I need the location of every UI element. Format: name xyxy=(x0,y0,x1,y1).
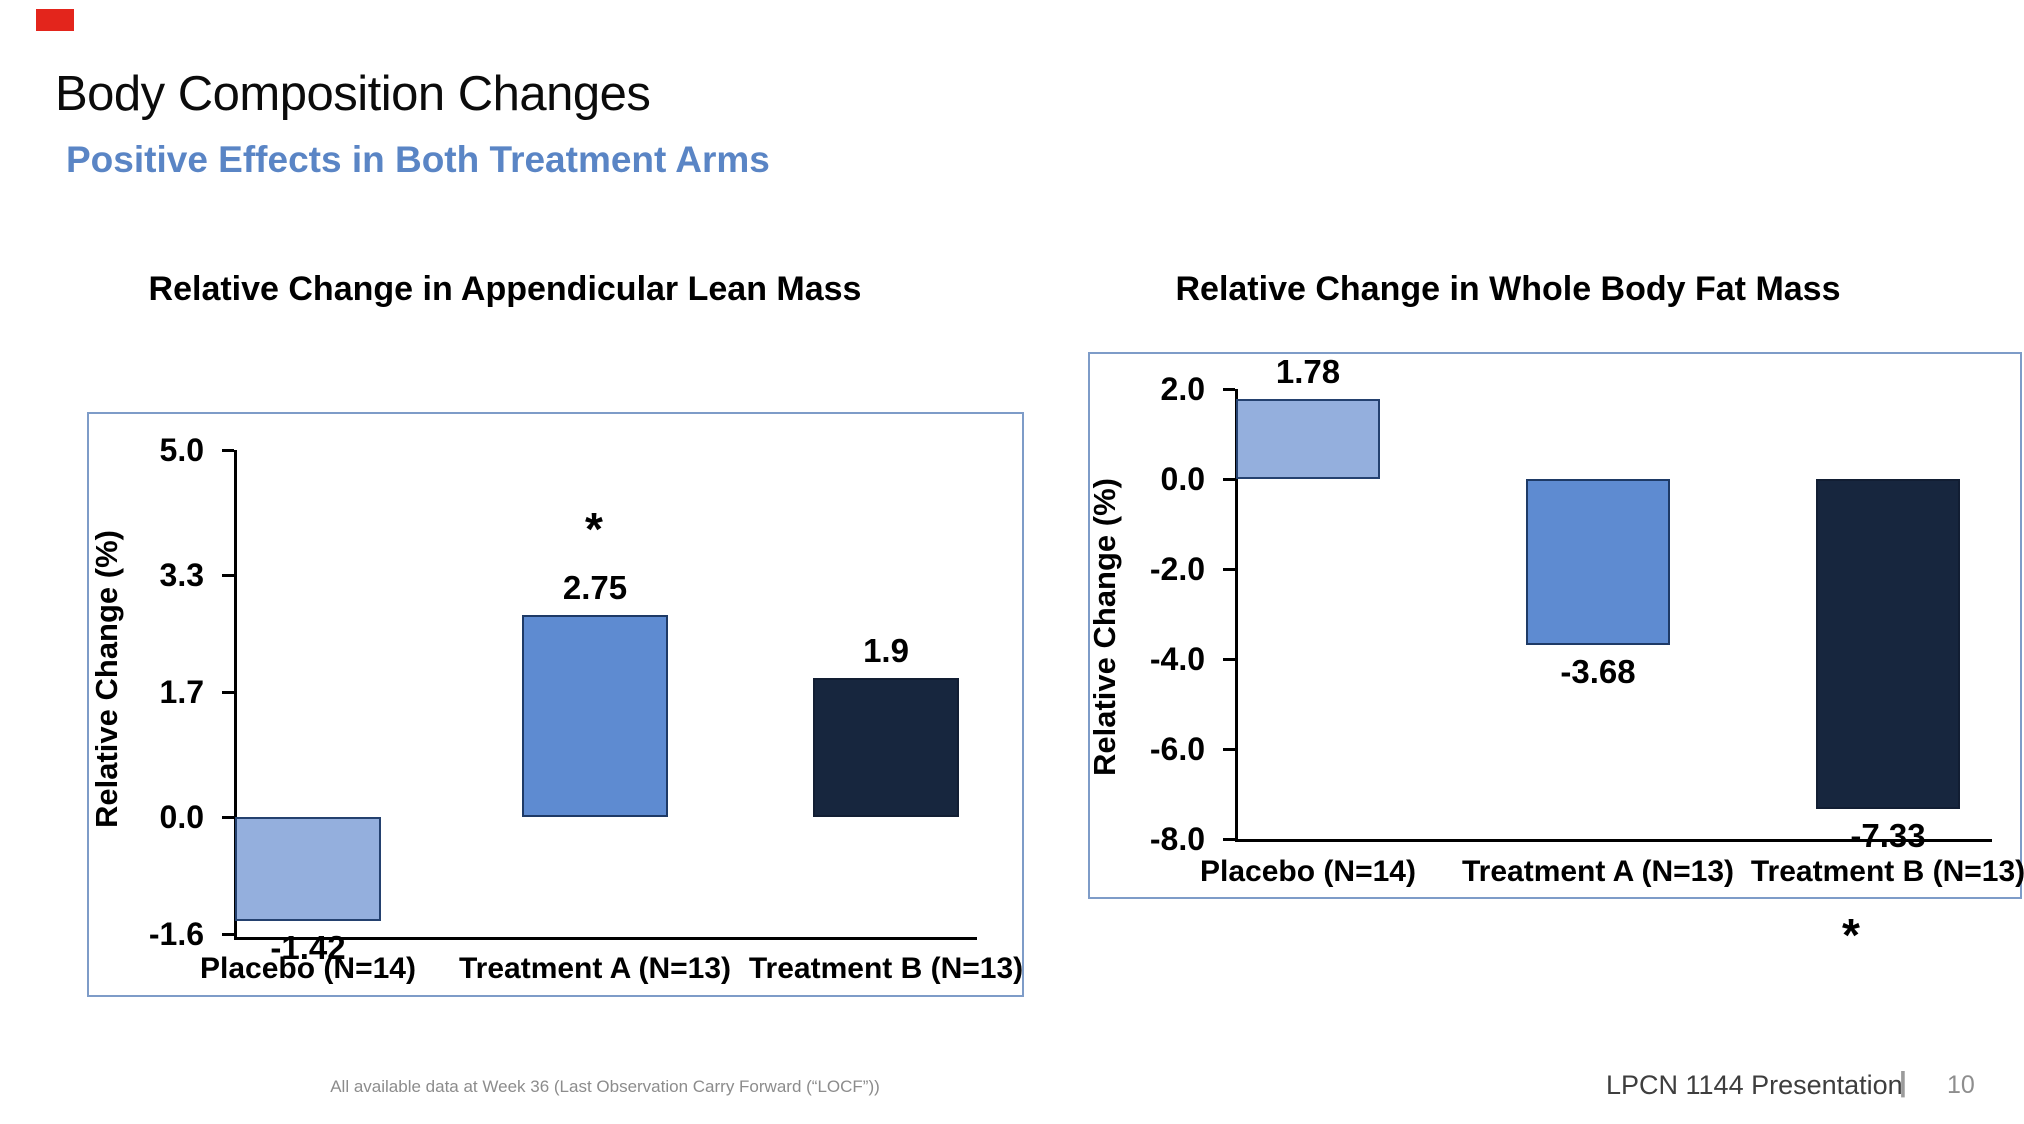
bar-placebo-n-14 xyxy=(1236,398,1380,479)
footer-separator: | xyxy=(1899,1066,1907,1097)
bar-treatment-a-n-13 xyxy=(522,615,668,817)
bar-treatment-b-n-13 xyxy=(813,677,959,817)
y-tick-label: -1.6 xyxy=(148,916,204,953)
x-category-label: Treatment B (N=13) xyxy=(1750,855,2024,888)
y-tick-mark xyxy=(1223,838,1235,841)
appendicular-lean-mass-chart: Relative Change (%) 5.0 3.3 1.7 0.0 -1.6 -1.42… xyxy=(87,412,1024,997)
y-tick-mark xyxy=(222,933,234,937)
y-tick-mark xyxy=(222,449,234,453)
y-tick-label: 5.0 xyxy=(159,432,204,469)
y-axis-title: Relative Change (%) xyxy=(1087,478,1122,777)
bar-value-label: 2.75 xyxy=(562,569,628,607)
y-tick-label: -4.0 xyxy=(1149,641,1205,677)
page-number: 10 xyxy=(1947,1071,1975,1099)
y-tick-mark xyxy=(1223,568,1235,571)
y-tick-label: 3.3 xyxy=(159,556,204,593)
bar-value-label: 1.78 xyxy=(1275,352,1341,390)
bar-value-label: -3.68 xyxy=(1560,652,1636,690)
y-tick-mark xyxy=(1223,658,1235,661)
y-tick-label: 2.0 xyxy=(1160,371,1205,407)
y-tick-label: -6.0 xyxy=(1149,731,1205,767)
y-tick-label: -8.0 xyxy=(1149,821,1205,857)
x-category-label: Treatment A (N=13) xyxy=(458,952,732,985)
slide-title: Body Composition Changes xyxy=(55,67,651,121)
y-tick-mark xyxy=(1223,388,1235,391)
slide-accent-mark xyxy=(36,9,74,31)
lean-mass-chart-title: Relative Change in Appendicular Lean Mas… xyxy=(148,270,862,308)
y-tick-label: 0.0 xyxy=(1160,461,1205,497)
footer-brand: LPCN 1144 Presentation xyxy=(1606,1070,1903,1100)
significance-asterisk: * xyxy=(585,503,603,555)
x-category-label: Treatment B (N=13) xyxy=(748,952,1024,985)
y-tick-label: 0.0 xyxy=(159,798,204,835)
significance-asterisk: * xyxy=(1842,909,1860,961)
y-tick-mark xyxy=(222,573,234,577)
bar-treatment-b-n-13 xyxy=(1816,479,1960,809)
bar-treatment-a-n-13 xyxy=(1526,479,1670,645)
y-tick-label: 1.7 xyxy=(159,674,204,711)
bar-value-label: 1.9 xyxy=(863,631,909,669)
fat-mass-chart-title: Relative Change in Whole Body Fat Mass xyxy=(1175,270,1841,308)
y-tick-label: -2.0 xyxy=(1149,551,1205,587)
y-axis-line xyxy=(234,450,237,940)
bar-value-label: -7.33 xyxy=(1850,816,1926,854)
y-tick-mark xyxy=(1223,478,1235,481)
footnote: All available data at Week 36 (Last Obse… xyxy=(330,1077,880,1096)
x-category-label: Treatment A (N=13) xyxy=(1461,855,1735,888)
y-tick-mark xyxy=(222,691,234,695)
x-axis-line xyxy=(234,937,977,940)
y-tick-mark xyxy=(222,815,234,819)
bar-value-label: -1.42 xyxy=(270,929,346,967)
slide-subtitle: Positive Effects in Both Treatment Arms xyxy=(66,139,770,180)
x-category-label: Placebo (N=14) xyxy=(1200,855,1416,888)
x-category-label: Placebo (N=14) xyxy=(200,952,416,985)
y-tick-mark xyxy=(1223,748,1235,751)
whole-body-fat-mass-chart: Relative Change (%) 2.0 0.0 -2.0 -4.0 -6.0 -8.… xyxy=(1087,352,2024,958)
y-axis-line xyxy=(1235,389,1238,842)
x-axis-line xyxy=(1235,839,1992,842)
bar-placebo-n-14 xyxy=(235,816,381,922)
